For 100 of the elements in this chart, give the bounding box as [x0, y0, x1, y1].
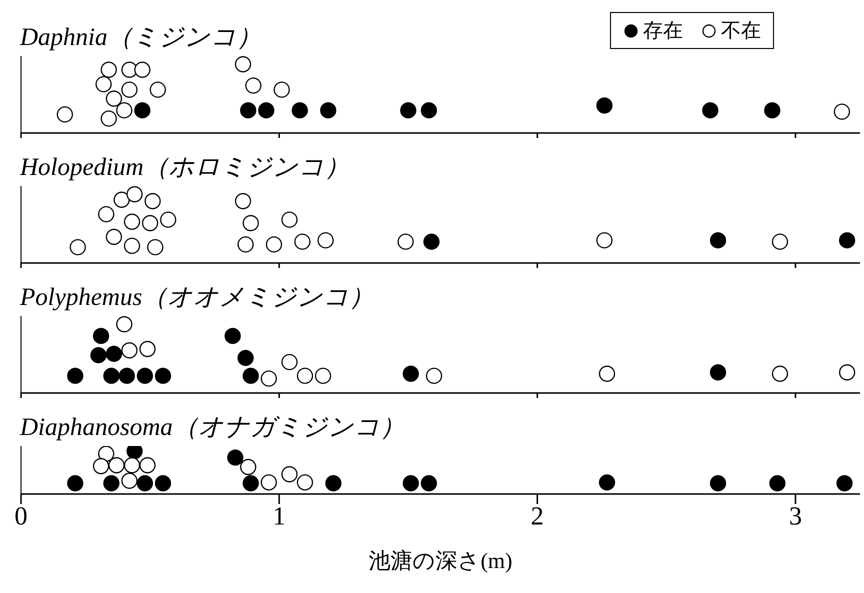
point [67, 368, 84, 384]
point [139, 340, 156, 358]
point [702, 102, 718, 118]
point [772, 366, 788, 382]
point [296, 368, 314, 384]
point [136, 475, 154, 492]
point [242, 215, 259, 232]
point [764, 102, 780, 118]
point [67, 475, 84, 492]
point [325, 475, 342, 492]
x-tick-label: 3 [788, 501, 802, 530]
point [108, 457, 125, 474]
point [134, 102, 150, 118]
point [98, 206, 114, 222]
point [400, 102, 416, 118]
point [836, 475, 853, 492]
x-tick-label: 0 [14, 501, 28, 530]
point [154, 368, 172, 384]
point [420, 102, 437, 118]
point [402, 366, 419, 382]
point [234, 193, 252, 210]
x-tick-label: 1 [272, 501, 286, 530]
point [90, 347, 107, 364]
point [318, 232, 334, 248]
legend-label: 存在 [642, 19, 683, 44]
point [100, 110, 117, 127]
x-axis-title: 池溏の深さ(m) [368, 548, 512, 573]
point [296, 474, 314, 491]
point [98, 446, 114, 462]
point [136, 368, 154, 384]
point [596, 232, 613, 248]
chart-title: Daphnia（ミジンコ） [20, 23, 262, 53]
point [710, 475, 726, 492]
point [234, 56, 252, 72]
point [150, 82, 166, 98]
point [294, 234, 310, 250]
point [106, 90, 122, 107]
point [292, 102, 308, 118]
point [121, 342, 138, 358]
point [103, 368, 120, 384]
point [124, 214, 140, 230]
chart-title: Diaphanosoma（オナガミジンコ） [20, 413, 405, 443]
point [260, 370, 277, 387]
point [402, 475, 419, 492]
point [92, 458, 110, 474]
point [116, 316, 132, 332]
point [147, 239, 164, 256]
point [116, 102, 132, 118]
point [124, 238, 140, 254]
point [710, 232, 726, 248]
point [838, 232, 856, 248]
point [121, 472, 138, 489]
point [314, 368, 332, 384]
point [96, 76, 112, 92]
chart-title: Polyphemus（オオメミジンコ） [20, 283, 374, 313]
point [142, 215, 158, 232]
point [126, 186, 143, 202]
point [124, 457, 140, 474]
point [398, 234, 414, 250]
point [118, 368, 135, 384]
point [281, 466, 298, 482]
point [245, 77, 262, 94]
point [834, 104, 850, 120]
point [242, 368, 259, 384]
point [121, 62, 138, 78]
point [242, 475, 259, 492]
point [160, 212, 176, 228]
point [772, 234, 788, 250]
point [237, 350, 254, 366]
point [710, 364, 726, 380]
point [266, 236, 282, 253]
point [838, 364, 856, 380]
point [423, 234, 440, 250]
legend-label: 不在 [720, 19, 761, 44]
point [106, 228, 122, 245]
point [281, 212, 298, 228]
point [240, 102, 256, 118]
point [281, 354, 298, 370]
x-tick-label: 2 [530, 501, 544, 530]
point [320, 102, 336, 118]
point [100, 62, 117, 78]
point [420, 475, 437, 492]
point [258, 102, 274, 118]
point [224, 328, 241, 344]
point [596, 97, 613, 114]
point [92, 328, 110, 344]
point [260, 474, 277, 491]
point [70, 239, 86, 256]
point [598, 366, 616, 382]
point [154, 475, 172, 492]
point [240, 458, 256, 476]
point [598, 474, 616, 491]
point [144, 193, 161, 210]
point [121, 82, 138, 98]
point [114, 192, 130, 208]
point [426, 368, 442, 384]
point [56, 106, 73, 123]
point [139, 457, 156, 474]
point [103, 475, 120, 492]
point [134, 62, 150, 78]
